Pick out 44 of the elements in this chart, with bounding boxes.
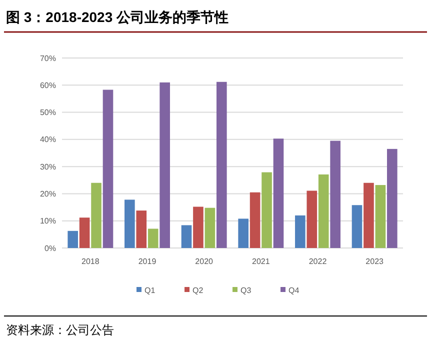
bar (204, 208, 216, 248)
y-tick-label: 0% (44, 244, 56, 253)
y-tick-label: 40% (40, 135, 56, 144)
bar (306, 190, 318, 248)
bar (124, 200, 135, 248)
y-tick-label: 10% (40, 216, 56, 226)
y-tick-label: 70% (40, 54, 56, 63)
bar (273, 138, 284, 248)
x-tick-label: 2021 (252, 257, 270, 266)
bar (79, 218, 90, 248)
x-tick-label: 2020 (195, 257, 214, 266)
x-tick-label: 2018 (82, 257, 100, 266)
bar (375, 185, 386, 248)
chart-title: 图 3：2018-2023 公司业务的季节性 (6, 9, 229, 25)
y-tick-label: 60% (40, 80, 56, 90)
bar (181, 225, 192, 248)
text: 资料来源：公司公告 (6, 323, 114, 337)
legend-label: Q2 (192, 286, 204, 295)
bar (318, 174, 329, 248)
bar (238, 218, 248, 248)
bar (91, 182, 102, 248)
bar (262, 172, 272, 248)
x-tick-label: 2019 (138, 257, 157, 266)
legend-label: Q3 (240, 286, 252, 295)
y-tick-label: 30% (40, 162, 56, 172)
bar (148, 228, 158, 248)
bar (387, 148, 398, 248)
bar (330, 140, 340, 248)
bar (250, 192, 260, 248)
bar (364, 182, 374, 248)
x-tick-label: 2023 (366, 257, 384, 266)
bar (216, 82, 227, 248)
bar (102, 90, 114, 248)
legend-label: Q1 (144, 286, 156, 295)
y-tick-label: 20% (40, 190, 56, 199)
y-tick-label: 50% (40, 108, 56, 118)
x-tick-label: 2022 (308, 257, 328, 266)
bar (160, 82, 170, 248)
bar (193, 206, 204, 248)
bar (352, 205, 362, 248)
bar (136, 210, 147, 248)
bar (295, 215, 306, 248)
bar (68, 230, 78, 248)
legend-label: Q4 (288, 286, 300, 295)
